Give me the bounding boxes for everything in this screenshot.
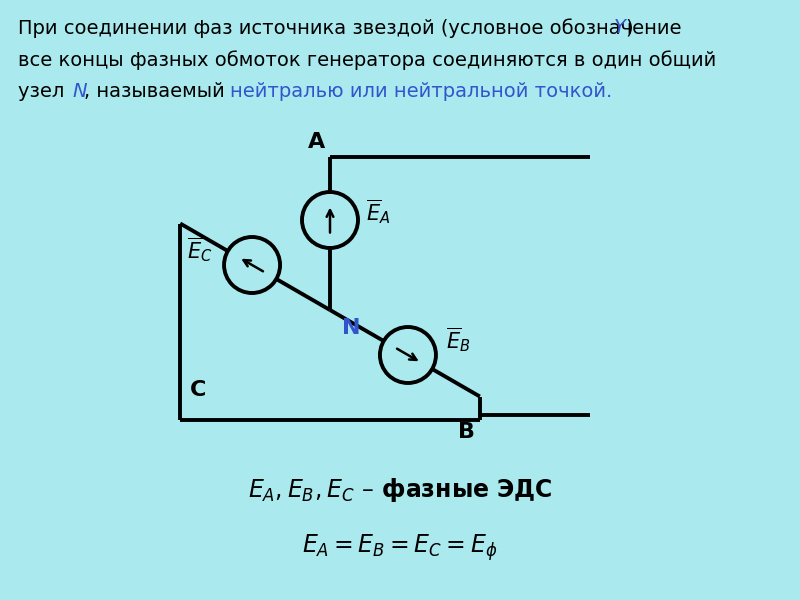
Text: $\overline{E}_C$: $\overline{E}_C$ (186, 236, 212, 265)
Text: $\overline{E}_B$: $\overline{E}_B$ (446, 326, 470, 355)
Text: N: N (342, 318, 361, 338)
Text: узел: узел (18, 82, 70, 101)
Text: $E_A = E_B = E_C = E_\phi$: $E_A = E_B = E_C = E_\phi$ (302, 533, 498, 563)
Text: все концы фазных обмоток генератора соединяются в один общий: все концы фазных обмоток генератора соед… (18, 50, 716, 70)
Text: нейтралью или нейтральной точкой.: нейтралью или нейтральной точкой. (230, 82, 612, 101)
Text: A: A (308, 132, 325, 152)
Text: C: C (190, 380, 206, 400)
Text: B: B (458, 422, 475, 443)
Text: $\overline{E}_A$: $\overline{E}_A$ (366, 197, 390, 226)
Text: При соединении фаз источника звездой (условное обозначение: При соединении фаз источника звездой (ус… (18, 18, 688, 38)
Text: N: N (72, 82, 86, 101)
Text: ): ) (625, 18, 633, 37)
Text: , называемый: , называемый (84, 82, 231, 101)
Text: Y: Y (614, 18, 626, 37)
Text: $E_A, E_B, E_C$ – фазные ЭДС: $E_A, E_B, E_C$ – фазные ЭДС (248, 476, 552, 504)
